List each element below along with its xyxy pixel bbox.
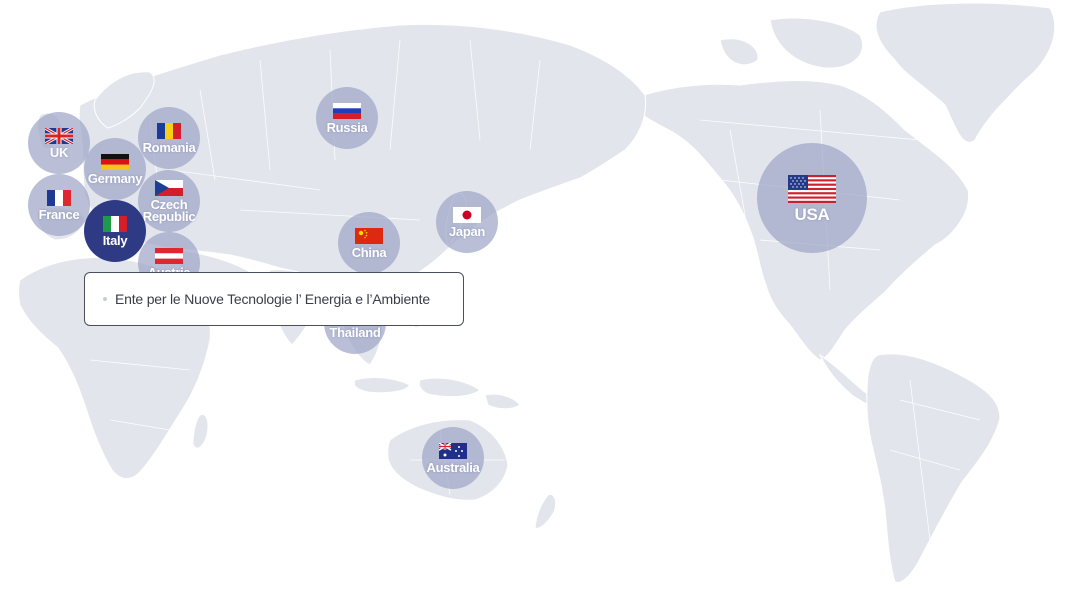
- country-label: Germany: [87, 170, 143, 186]
- usa-flag-icon: [788, 175, 836, 203]
- landmass-greenland: [875, 2, 1056, 143]
- russia-flag-icon: [333, 102, 361, 119]
- country-label: Japan: [448, 223, 486, 239]
- country-label: Russia: [326, 119, 368, 135]
- country-marker-italy[interactable]: Italy: [84, 200, 146, 262]
- germany-flag-icon: [101, 153, 129, 170]
- country-label: France: [38, 206, 80, 222]
- country-label: Thailand: [329, 324, 381, 340]
- romania-flag-icon: [157, 122, 181, 139]
- landmass-new-zealand: [534, 493, 557, 529]
- country-marker-russia[interactable]: Russia: [316, 87, 378, 149]
- country-label: Australia: [426, 459, 480, 475]
- country-label: Czech Republic: [142, 196, 196, 224]
- china-flag-icon: [355, 227, 383, 244]
- czech-flag-icon: [155, 179, 183, 196]
- country-marker-romania[interactable]: Romania: [138, 107, 200, 169]
- landmass-indonesia: [353, 377, 411, 394]
- country-marker-czech[interactable]: Czech Republic: [138, 170, 200, 232]
- austria-flag-icon: [155, 247, 183, 264]
- landmass-madagascar: [192, 413, 209, 449]
- landmass-scandinavia: [93, 71, 155, 129]
- country-marker-china[interactable]: China: [338, 212, 400, 274]
- country-label: Romania: [142, 139, 196, 155]
- country-marker-uk[interactable]: UK: [28, 112, 90, 174]
- bullet-icon: [103, 297, 107, 301]
- landmass-papua: [484, 393, 521, 410]
- country-marker-usa[interactable]: USA: [757, 143, 867, 253]
- italy-flag-icon: [103, 215, 127, 232]
- japan-flag-icon: [453, 206, 481, 223]
- country-marker-germany[interactable]: Germany: [84, 138, 146, 200]
- landmass-indonesia: [418, 377, 481, 398]
- country-label: USA: [794, 205, 830, 224]
- uk-flag-icon: [45, 127, 73, 144]
- country-marker-australia[interactable]: Australia: [422, 427, 484, 489]
- landmass-arctic-islands: [769, 17, 863, 69]
- institution-name: Ente per le Nuove Tecnologie l’ Energia …: [115, 291, 430, 307]
- country-marker-japan[interactable]: Japan: [436, 191, 498, 253]
- country-label: Italy: [102, 232, 128, 248]
- country-label: UK: [49, 144, 69, 160]
- france-flag-icon: [47, 189, 71, 206]
- country-label: China: [351, 244, 387, 260]
- country-marker-france[interactable]: France: [28, 174, 90, 236]
- institution-tooltip: Ente per le Nuove Tecnologie l’ Energia …: [84, 272, 464, 326]
- landmass-south-america: [866, 353, 1001, 584]
- australia-flag-icon: [439, 442, 467, 459]
- landmass-arctic-islands: [719, 38, 759, 66]
